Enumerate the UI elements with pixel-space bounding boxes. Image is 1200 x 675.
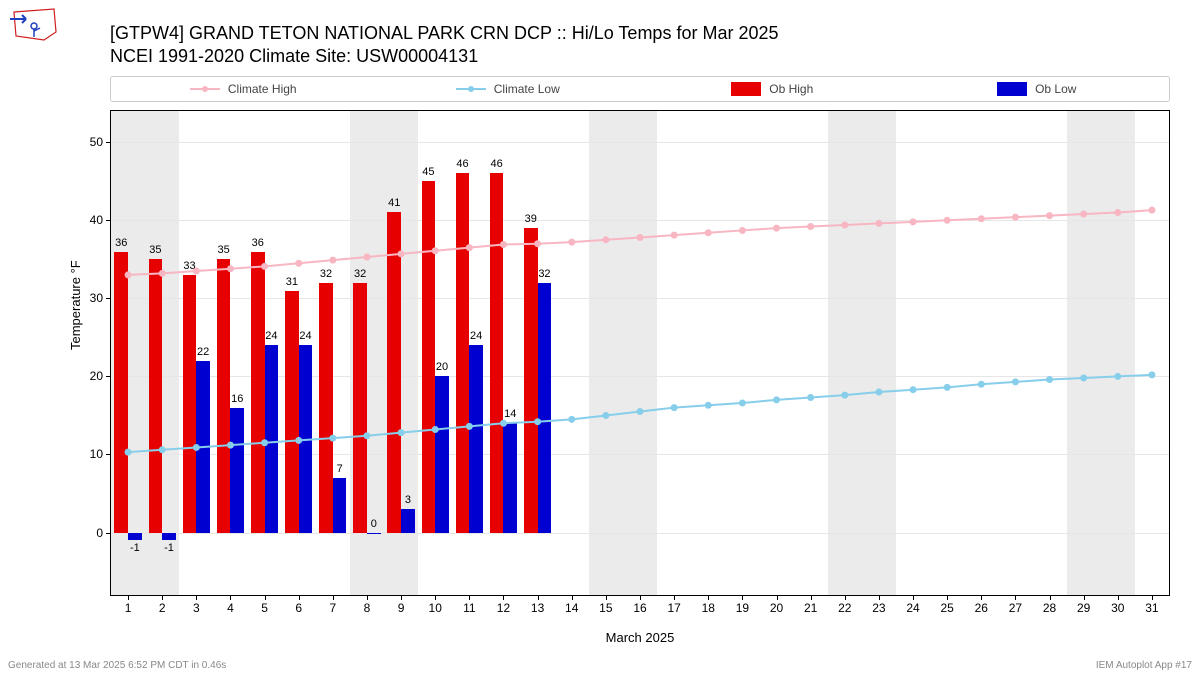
climate-high-line-marker xyxy=(739,227,746,234)
footer-app: IEM Autoplot App #17 xyxy=(1096,660,1192,671)
title-line1: [GTPW4] GRAND TETON NATIONAL PARK CRN DC… xyxy=(110,22,779,45)
climate-low-line-marker xyxy=(773,396,780,403)
plot-area: March 2025 01020304050123456789101112131… xyxy=(110,110,1170,596)
climate-high-line-marker xyxy=(807,223,814,230)
climate-high-line-marker xyxy=(159,270,166,277)
climate-high-line-marker xyxy=(773,225,780,232)
climate-high-line-marker xyxy=(398,250,405,257)
climate-high-line-marker xyxy=(227,265,234,272)
climate-low-line-marker xyxy=(671,404,678,411)
climate-high-line-marker xyxy=(466,244,473,251)
climate-low-line-marker xyxy=(1080,374,1087,381)
legend-ob-low: Ob Low xyxy=(905,82,1170,96)
climate-high-line-marker xyxy=(329,257,336,264)
climate-low-line-marker xyxy=(1148,371,1155,378)
iem-logo xyxy=(4,4,59,44)
climate-high-line-marker xyxy=(1080,211,1087,218)
climate-high-line-marker xyxy=(432,247,439,254)
chart-title: [GTPW4] GRAND TETON NATIONAL PARK CRN DC… xyxy=(110,22,779,67)
climate-high-line-marker xyxy=(602,236,609,243)
climate-low-line-marker xyxy=(637,408,644,415)
climate-low-line-marker xyxy=(466,423,473,430)
title-line2: NCEI 1991-2020 Climate Site: USW00004131 xyxy=(110,45,779,68)
climate-high-line-marker xyxy=(875,220,882,227)
climate-lines xyxy=(111,111,1169,595)
climate-high-line-marker xyxy=(295,260,302,267)
climate-high-line xyxy=(128,210,1152,275)
climate-low-line-marker xyxy=(500,420,507,427)
climate-high-line-marker xyxy=(1046,212,1053,219)
climate-low-line-marker xyxy=(841,392,848,399)
climate-high-line-marker xyxy=(637,234,644,241)
climate-high-line-marker xyxy=(910,218,917,225)
climate-low-line-marker xyxy=(432,426,439,433)
y-axis-label: Temperature °F xyxy=(68,260,83,350)
climate-low-line-marker xyxy=(875,389,882,396)
climate-low-line-marker xyxy=(705,402,712,409)
climate-low-line-marker xyxy=(398,429,405,436)
climate-low-line-marker xyxy=(1012,378,1019,385)
climate-low-line-marker xyxy=(568,416,575,423)
climate-low-line-marker xyxy=(910,386,917,393)
climate-low-line-marker xyxy=(944,384,951,391)
legend-climate-high: Climate High xyxy=(111,82,376,96)
x-axis-label: March 2025 xyxy=(606,630,675,645)
climate-high-line-marker xyxy=(534,240,541,247)
climate-low-line-marker xyxy=(1114,373,1121,380)
climate-low-line-marker xyxy=(1046,376,1053,383)
climate-high-line-marker xyxy=(1114,209,1121,216)
climate-low-line-marker xyxy=(978,381,985,388)
climate-high-line-marker xyxy=(500,241,507,248)
climate-low-line-marker xyxy=(329,435,336,442)
climate-low-line-marker xyxy=(363,432,370,439)
climate-low-line-marker xyxy=(807,394,814,401)
climate-low-line-marker xyxy=(295,437,302,444)
climate-low-line-marker xyxy=(534,418,541,425)
legend-climate-low: Climate Low xyxy=(376,82,641,96)
climate-high-line-marker xyxy=(705,229,712,236)
climate-high-line-marker xyxy=(125,271,132,278)
footer-generated: Generated at 13 Mar 2025 6:52 PM CDT in … xyxy=(8,660,226,671)
climate-high-line-marker xyxy=(841,221,848,228)
climate-high-line-marker xyxy=(363,253,370,260)
climate-high-line-marker xyxy=(193,268,200,275)
climate-low-line-marker xyxy=(125,449,132,456)
climate-low-line-marker xyxy=(227,442,234,449)
climate-high-line-marker xyxy=(1148,207,1155,214)
climate-low-line-marker xyxy=(602,412,609,419)
legend-ob-high: Ob High xyxy=(640,82,905,96)
climate-high-line-marker xyxy=(1012,214,1019,221)
climate-high-line-marker xyxy=(978,215,985,222)
legend: Climate High Climate Low Ob High Ob Low xyxy=(110,76,1170,102)
climate-high-line-marker xyxy=(944,217,951,224)
climate-high-line-marker xyxy=(568,239,575,246)
climate-high-line-marker xyxy=(671,232,678,239)
climate-high-line-marker xyxy=(261,263,268,270)
climate-low-line-marker xyxy=(193,444,200,451)
climate-low-line-marker xyxy=(261,439,268,446)
climate-low-line-marker xyxy=(159,446,166,453)
climate-low-line-marker xyxy=(739,399,746,406)
